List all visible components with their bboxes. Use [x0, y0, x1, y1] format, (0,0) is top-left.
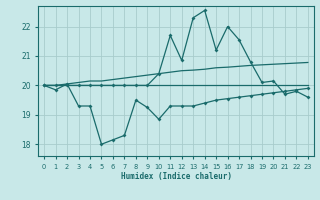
X-axis label: Humidex (Indice chaleur): Humidex (Indice chaleur)	[121, 172, 231, 181]
